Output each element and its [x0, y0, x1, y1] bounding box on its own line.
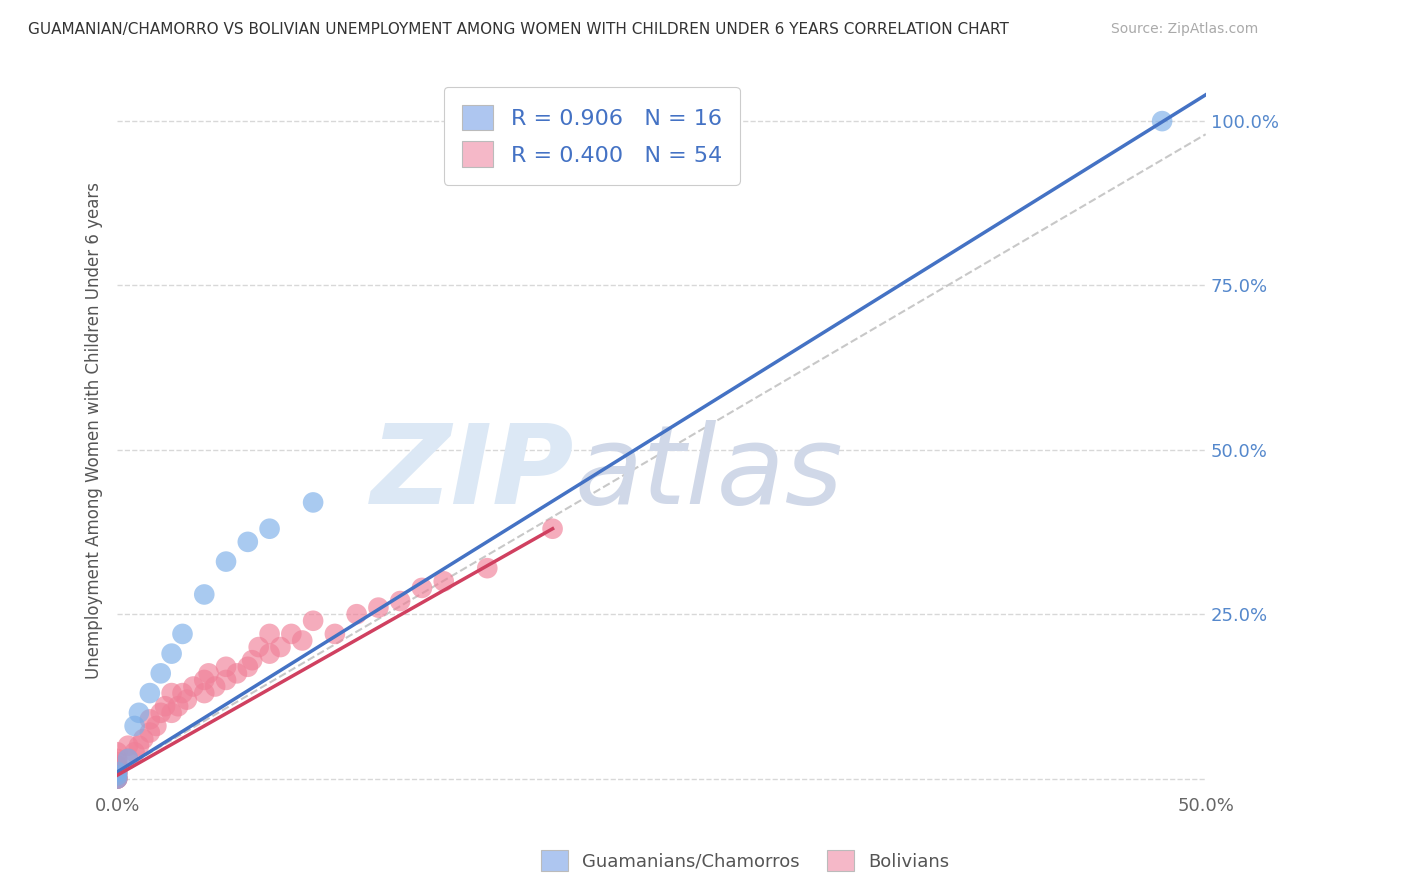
- Point: [389, 594, 412, 608]
- Point: [117, 752, 139, 766]
- Point: [183, 680, 205, 694]
- Point: [105, 764, 128, 779]
- Point: [105, 766, 128, 780]
- Point: [117, 739, 139, 753]
- Point: [105, 768, 128, 782]
- Point: [259, 627, 281, 641]
- Point: [215, 555, 238, 569]
- Point: [167, 699, 190, 714]
- Text: Source: ZipAtlas.com: Source: ZipAtlas.com: [1111, 22, 1258, 37]
- Legend: R = 0.906   N = 16, R = 0.400   N = 54: R = 0.906 N = 16, R = 0.400 N = 54: [444, 87, 740, 185]
- Point: [105, 772, 128, 786]
- Point: [411, 581, 433, 595]
- Point: [105, 758, 128, 772]
- Point: [280, 627, 302, 641]
- Point: [247, 640, 270, 654]
- Point: [105, 764, 128, 779]
- Point: [204, 680, 226, 694]
- Point: [128, 706, 150, 720]
- Point: [145, 719, 167, 733]
- Point: [105, 768, 128, 782]
- Point: [323, 627, 346, 641]
- Point: [176, 692, 198, 706]
- Point: [477, 561, 499, 575]
- Point: [236, 534, 259, 549]
- Point: [105, 755, 128, 769]
- Point: [124, 745, 146, 759]
- Point: [291, 633, 314, 648]
- Point: [215, 673, 238, 687]
- Point: [193, 686, 215, 700]
- Point: [124, 719, 146, 733]
- Point: [105, 745, 128, 759]
- Point: [132, 732, 155, 747]
- Point: [193, 587, 215, 601]
- Point: [259, 647, 281, 661]
- Point: [117, 752, 139, 766]
- Point: [105, 772, 128, 786]
- Point: [149, 666, 172, 681]
- Point: [172, 627, 194, 641]
- Point: [346, 607, 368, 622]
- Point: [197, 666, 219, 681]
- Point: [215, 660, 238, 674]
- Point: [149, 706, 172, 720]
- Point: [240, 653, 263, 667]
- Point: [236, 660, 259, 674]
- Point: [139, 712, 162, 726]
- Legend: Guamanians/Chamorros, Bolivians: Guamanians/Chamorros, Bolivians: [533, 843, 957, 879]
- Point: [105, 764, 128, 778]
- Point: [105, 772, 128, 786]
- Point: [105, 772, 128, 786]
- Point: [269, 640, 291, 654]
- Point: [367, 600, 389, 615]
- Point: [302, 495, 325, 509]
- Point: [259, 522, 281, 536]
- Point: [105, 752, 128, 766]
- Point: [160, 706, 183, 720]
- Point: [153, 699, 176, 714]
- Point: [1152, 114, 1174, 128]
- Point: [226, 666, 249, 681]
- Point: [105, 760, 128, 774]
- Point: [139, 725, 162, 739]
- Text: ZIP: ZIP: [371, 420, 574, 527]
- Point: [105, 772, 128, 786]
- Point: [193, 673, 215, 687]
- Point: [128, 739, 150, 753]
- Point: [160, 686, 183, 700]
- Point: [139, 686, 162, 700]
- Point: [172, 686, 194, 700]
- Point: [433, 574, 456, 589]
- Text: atlas: atlas: [574, 420, 844, 527]
- Y-axis label: Unemployment Among Women with Children Under 6 years: Unemployment Among Women with Children U…: [86, 182, 103, 679]
- Point: [302, 614, 325, 628]
- Point: [160, 647, 183, 661]
- Text: GUAMANIAN/CHAMORRO VS BOLIVIAN UNEMPLOYMENT AMONG WOMEN WITH CHILDREN UNDER 6 YE: GUAMANIAN/CHAMORRO VS BOLIVIAN UNEMPLOYM…: [28, 22, 1010, 37]
- Point: [105, 762, 128, 776]
- Point: [541, 522, 564, 536]
